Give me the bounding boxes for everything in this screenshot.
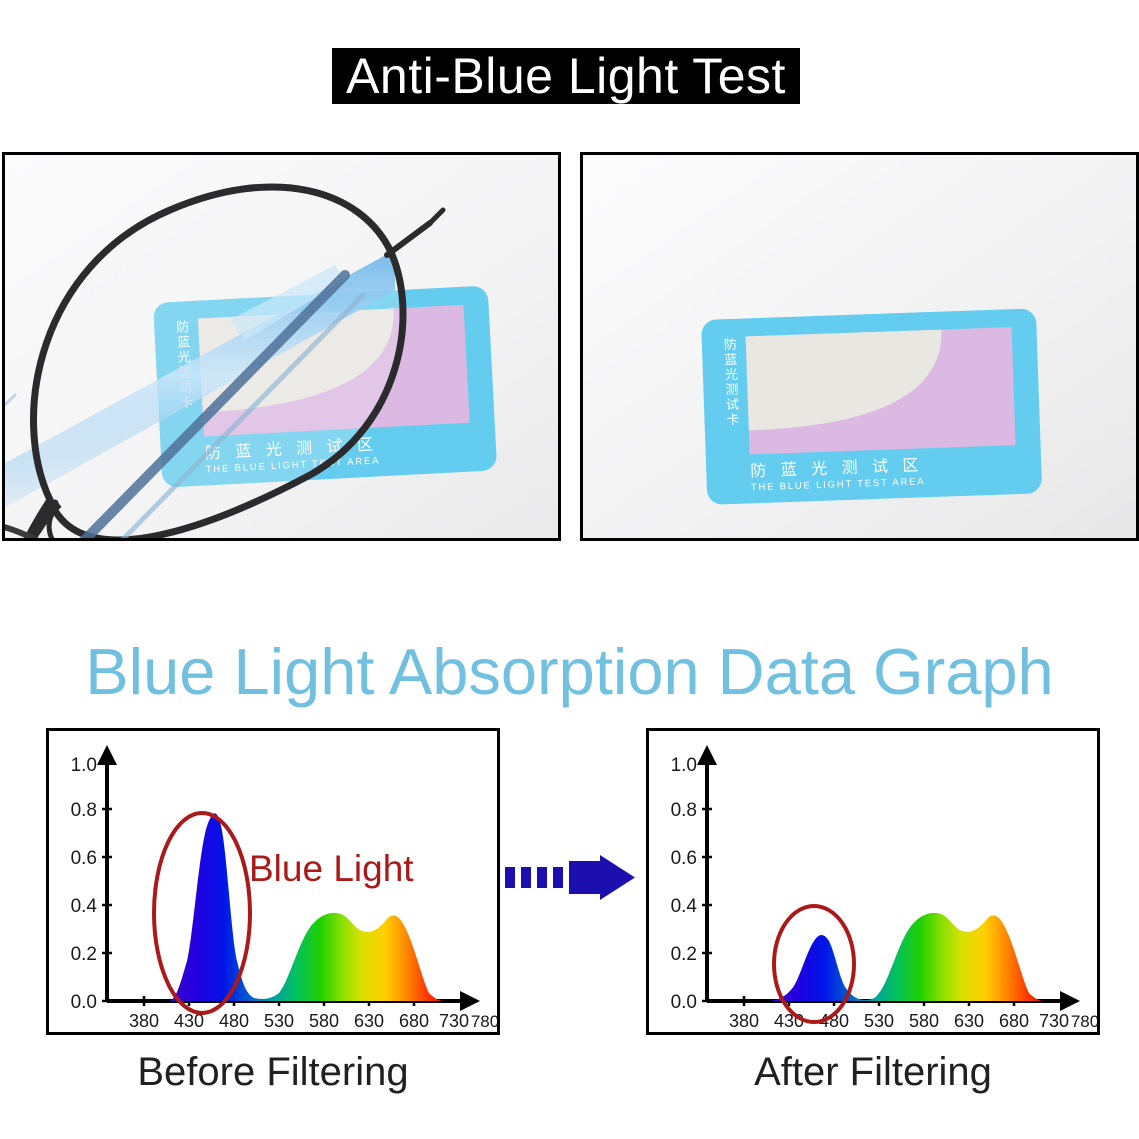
svg-text:380: 380 bbox=[729, 1011, 759, 1031]
svg-text:0.8: 0.8 bbox=[671, 800, 697, 821]
svg-text:580: 580 bbox=[909, 1011, 939, 1031]
svg-text:730: 730 bbox=[439, 1011, 469, 1031]
svg-text:Blue Light: Blue Light bbox=[249, 848, 414, 889]
svg-text:630: 630 bbox=[954, 1011, 984, 1031]
svg-text:780: 780 bbox=[1071, 1012, 1097, 1031]
svg-text:0.4: 0.4 bbox=[671, 896, 698, 917]
svg-text:380: 380 bbox=[129, 1011, 159, 1031]
svg-text:0.0: 0.0 bbox=[671, 992, 697, 1013]
svg-text:1.0: 1.0 bbox=[671, 755, 697, 776]
svg-text:0.0: 0.0 bbox=[71, 992, 97, 1013]
svg-text:0.4: 0.4 bbox=[71, 896, 98, 917]
svg-text:730: 730 bbox=[1039, 1011, 1069, 1031]
svg-text:680: 680 bbox=[399, 1011, 429, 1031]
svg-text:530: 530 bbox=[864, 1011, 894, 1031]
svg-text:0.8: 0.8 bbox=[71, 800, 97, 821]
svg-text:480: 480 bbox=[219, 1011, 249, 1031]
svg-text:580: 580 bbox=[309, 1011, 339, 1031]
svg-text:0.6: 0.6 bbox=[671, 848, 697, 869]
svg-text:1.0: 1.0 bbox=[71, 755, 97, 776]
svg-text:530: 530 bbox=[264, 1011, 294, 1031]
svg-text:0.2: 0.2 bbox=[671, 944, 697, 965]
svg-text:0.6: 0.6 bbox=[71, 848, 97, 869]
svg-text:680: 680 bbox=[999, 1011, 1029, 1031]
svg-text:630: 630 bbox=[354, 1011, 384, 1031]
svg-text:430: 430 bbox=[774, 1011, 804, 1031]
svg-text:0.2: 0.2 bbox=[71, 944, 97, 965]
svg-text:780: 780 bbox=[471, 1012, 497, 1031]
